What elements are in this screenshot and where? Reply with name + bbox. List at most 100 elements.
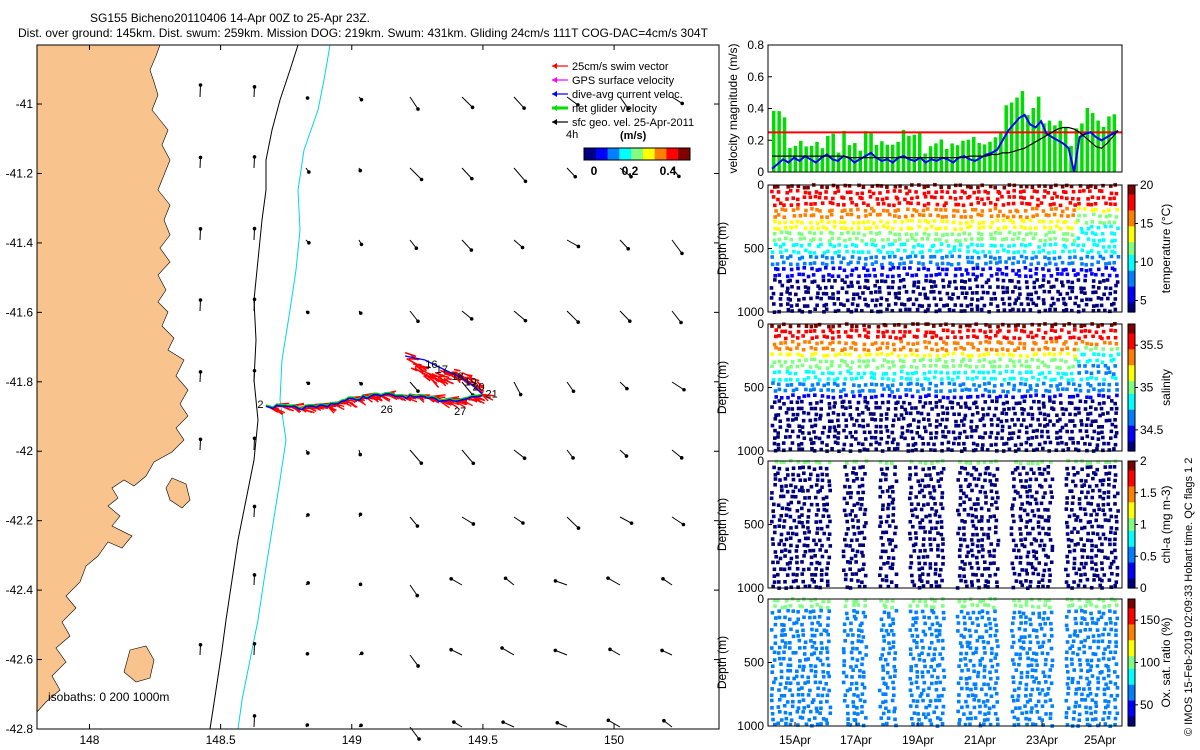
section-point	[1072, 472, 1077, 477]
section-point	[1078, 506, 1083, 511]
section-point	[944, 226, 948, 230]
section-point	[928, 248, 932, 253]
section-point	[993, 376, 997, 381]
section-point	[948, 400, 953, 404]
section-point	[881, 245, 886, 249]
section-point	[874, 401, 879, 405]
section-point	[1070, 261, 1075, 265]
section-point	[967, 676, 972, 680]
section-point	[914, 190, 918, 194]
section-point	[1037, 323, 1041, 327]
section-point	[1011, 290, 1015, 294]
net-velocity-bar	[804, 146, 808, 172]
section-point	[934, 424, 939, 429]
section-point	[980, 635, 985, 639]
section-point	[1074, 571, 1079, 576]
section-point	[963, 370, 968, 375]
section-point	[805, 520, 810, 524]
section-point	[983, 623, 988, 628]
geo-vector	[461, 310, 472, 320]
section-point	[1079, 256, 1084, 261]
section-point	[929, 495, 933, 500]
section-point	[928, 566, 933, 570]
section-point	[885, 307, 889, 312]
section-point	[818, 286, 822, 291]
section-point	[776, 435, 780, 439]
section-point	[801, 698, 806, 702]
section-point	[801, 524, 805, 529]
section-point	[1090, 255, 1095, 260]
section-point	[951, 358, 955, 363]
section-point	[815, 473, 820, 478]
section-point	[1080, 262, 1084, 266]
section-point	[935, 262, 939, 267]
section-point	[832, 434, 837, 439]
section-point	[797, 256, 802, 261]
section-point	[1043, 491, 1047, 495]
section-point	[813, 573, 818, 577]
section-point	[886, 584, 891, 589]
section-point	[827, 599, 831, 604]
section-point	[1090, 495, 1095, 500]
section-point	[851, 221, 856, 225]
section-point	[845, 704, 850, 708]
section-point	[908, 377, 913, 381]
section-point	[1012, 195, 1016, 199]
section-point	[910, 579, 915, 584]
section-point	[951, 364, 956, 368]
section-point	[1036, 358, 1040, 363]
section-point	[1048, 261, 1052, 265]
section-point	[773, 604, 777, 608]
section-point	[972, 334, 976, 338]
swim-vector	[404, 351, 417, 358]
section-point	[843, 693, 848, 698]
section-point	[974, 646, 979, 651]
section-point	[1112, 220, 1117, 225]
section-point	[981, 364, 985, 368]
section-point	[1022, 329, 1027, 334]
section-point	[1042, 352, 1047, 357]
section-point	[894, 584, 899, 588]
section-point	[843, 359, 847, 364]
section-point	[842, 203, 846, 207]
section-point	[927, 393, 931, 397]
section-point	[916, 502, 921, 507]
section-point	[1069, 538, 1074, 543]
section-point	[818, 488, 823, 493]
section-point	[849, 226, 854, 231]
section-point	[819, 605, 823, 610]
section-point	[841, 670, 846, 675]
section-point	[981, 640, 986, 644]
section-point	[945, 371, 950, 375]
section-point	[850, 360, 855, 364]
section-point	[819, 242, 823, 247]
section-point	[960, 291, 965, 296]
section-point	[981, 249, 985, 254]
section-point	[971, 328, 976, 333]
section-point	[1058, 417, 1062, 422]
section-point	[899, 339, 904, 344]
section-point	[908, 348, 913, 352]
section-point	[792, 249, 796, 254]
section-point	[854, 266, 859, 271]
section-point	[957, 721, 961, 726]
section-point	[953, 190, 957, 194]
net-velocity-bar	[901, 129, 906, 172]
section-point	[837, 334, 841, 339]
section-point	[976, 538, 981, 543]
section-point	[791, 609, 796, 613]
section-point	[801, 347, 806, 352]
section-point	[782, 650, 786, 655]
dac-track-north	[404, 355, 483, 395]
section-point	[795, 555, 799, 559]
section-point	[1020, 412, 1025, 416]
section-point	[1086, 412, 1090, 416]
section-point	[992, 561, 996, 565]
section-point	[815, 268, 820, 272]
section-point	[783, 435, 788, 439]
section-point	[818, 209, 822, 213]
section-colorbar-segment	[1128, 299, 1135, 304]
section-point	[921, 712, 926, 716]
section-point	[850, 255, 855, 259]
section-point	[809, 561, 814, 566]
